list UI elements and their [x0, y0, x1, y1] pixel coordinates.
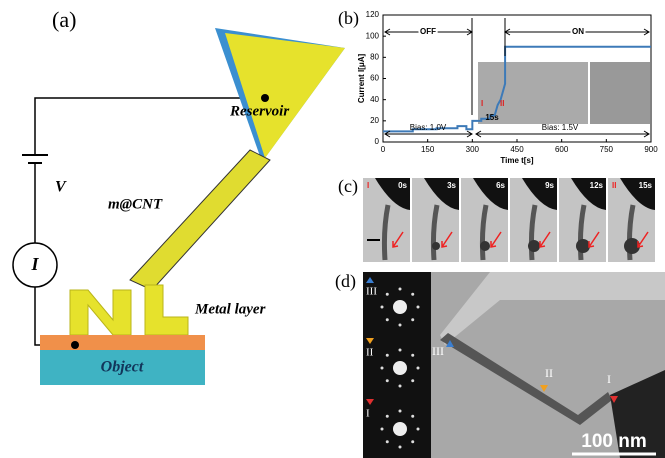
- annotation: ON: [572, 27, 584, 36]
- diffraction-spot: [411, 354, 414, 357]
- point-label: I: [607, 372, 611, 386]
- diffraction-spot: [399, 446, 402, 449]
- diffraction-spot: [399, 288, 402, 291]
- y-tick-label: 20: [370, 116, 379, 125]
- panel-label: (a): [52, 7, 76, 32]
- label: Object: [101, 359, 144, 376]
- x-tick-label: 300: [466, 145, 480, 154]
- diffraction-spot: [386, 415, 389, 418]
- droplet: [480, 241, 490, 251]
- diffraction-spot: [381, 428, 384, 431]
- diffraction-spot: [417, 367, 420, 370]
- diffraction-spot: [386, 293, 389, 296]
- diffraction-spot: [386, 440, 389, 443]
- x-axis-title: Time t[s]: [500, 156, 534, 165]
- label: I: [30, 254, 39, 274]
- y-tick-label: 120: [366, 10, 380, 19]
- annotation: OFF: [420, 27, 436, 36]
- point-label: II: [545, 366, 553, 380]
- metal-layer: [40, 335, 205, 350]
- label: Metal layer: [194, 301, 266, 317]
- contact: [71, 341, 79, 349]
- diffraction-spot: [386, 354, 389, 357]
- droplet: [432, 242, 440, 250]
- panel-label: (c): [338, 176, 358, 197]
- diffraction-spot: [381, 306, 384, 309]
- diffraction-center: [393, 300, 407, 314]
- y-tick-label: 100: [366, 31, 380, 40]
- diffraction-spot: [381, 367, 384, 370]
- diffraction-spot: [417, 428, 420, 431]
- diffraction-spot: [411, 318, 414, 321]
- panel-label: (b): [338, 8, 359, 29]
- letter-n: [70, 290, 131, 335]
- frame-time: 6s: [496, 181, 505, 190]
- label: m@CNT: [108, 196, 163, 212]
- x-tick-label: 150: [421, 145, 435, 154]
- marker: II: [612, 181, 616, 190]
- pattern-label: I: [366, 408, 370, 420]
- diffraction-spot: [399, 410, 402, 413]
- diffraction-spot: [411, 379, 414, 382]
- marker: I: [367, 181, 369, 190]
- diffraction-spot: [411, 440, 414, 443]
- annotation: II: [500, 99, 504, 108]
- y-tick-label: 60: [370, 74, 379, 83]
- x-tick-label: 900: [644, 145, 658, 154]
- diffraction-spot: [399, 349, 402, 352]
- droplet: [528, 240, 540, 252]
- diffraction-spot: [411, 293, 414, 296]
- figure: (a) Reservoir m@CNT V I Metal layer Obje…: [0, 0, 665, 458]
- diffraction-spot: [399, 385, 402, 388]
- label: Reservoir: [229, 103, 289, 119]
- frame-time: 9s: [545, 181, 554, 190]
- nanotube: [130, 150, 270, 290]
- frame-time: 12s: [590, 181, 604, 190]
- annotation: Bias: 1.0V: [410, 123, 447, 132]
- frame-time: 0s: [398, 181, 407, 190]
- diffraction-spot: [417, 306, 420, 309]
- diffraction-spot: [386, 318, 389, 321]
- droplet: [576, 239, 590, 253]
- frame-time: 3s: [447, 181, 456, 190]
- frame-time: 15s: [639, 181, 653, 190]
- contact: [261, 94, 269, 102]
- inset-image: [590, 62, 650, 124]
- diffraction-center: [393, 422, 407, 436]
- pattern-label: III: [366, 286, 377, 298]
- annotation: Bias: 1.5V: [542, 123, 579, 132]
- y-tick-label: 40: [370, 95, 379, 104]
- diffraction-center: [393, 361, 407, 375]
- annotation: 15s: [485, 113, 499, 122]
- x-tick-label: 0: [381, 145, 386, 154]
- x-tick-label: 450: [510, 145, 524, 154]
- scale-label: 100 nm: [581, 431, 646, 452]
- diffraction-spot: [399, 324, 402, 327]
- point-label: III: [432, 344, 444, 358]
- panel-label: (d): [335, 271, 356, 292]
- y-tick-label: 0: [375, 137, 380, 146]
- annotation: I: [481, 99, 483, 108]
- pattern-label: II: [366, 347, 374, 359]
- letter-l: [145, 285, 188, 335]
- x-tick-label: 600: [555, 145, 569, 154]
- x-tick-label: 750: [600, 145, 614, 154]
- y-tick-label: 80: [370, 52, 379, 61]
- diffraction-spot: [386, 379, 389, 382]
- y-axis-title: Current I[μA]: [357, 54, 366, 104]
- diffraction-spot: [411, 415, 414, 418]
- label: V: [55, 179, 67, 196]
